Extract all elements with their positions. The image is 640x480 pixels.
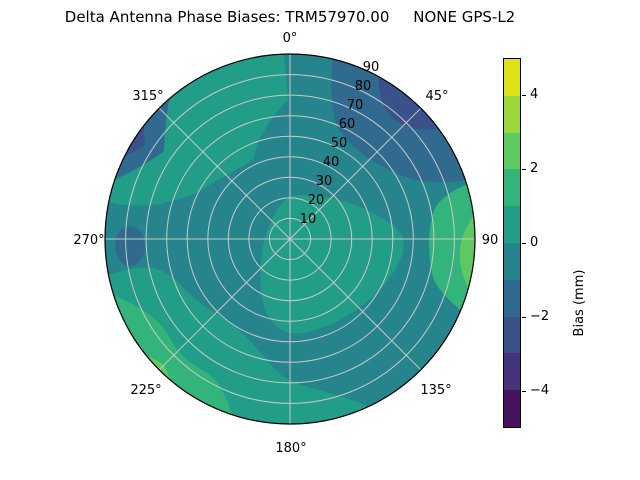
theta-label-0: 0° — [283, 31, 298, 46]
colorbar-band — [504, 169, 520, 207]
radial-label-80: 80 — [355, 79, 372, 94]
colorbar-tickmark-n2 — [522, 317, 526, 318]
colorbar-band — [504, 95, 520, 133]
colorbar-ticklabel-0: 0 — [530, 235, 539, 250]
colorbar-band — [504, 279, 520, 317]
colorbar-band — [504, 132, 520, 170]
radial-label-30: 30 — [316, 174, 333, 189]
colorbar-band — [504, 390, 520, 427]
radial-label-90: 90 — [363, 60, 380, 75]
colorbar-band — [504, 206, 520, 243]
theta-label-180: 180° — [275, 441, 306, 456]
theta-label-270: 270° — [73, 233, 104, 248]
radial-label-40: 40 — [323, 155, 340, 170]
radial-label-70: 70 — [347, 98, 364, 113]
colorbar-tickmark-2 — [522, 169, 526, 170]
chart-title: Delta Antenna Phase Biases: TRM57970.00 … — [64, 8, 516, 26]
radial-label-20: 20 — [308, 193, 325, 208]
theta-label-90: 90 — [482, 233, 499, 248]
polar-grid — [105, 54, 475, 424]
theta-labels: 0° 45° 90 135° 180° 225° 270° 315° — [73, 31, 498, 456]
colorbar-ticklabel-n4: −4 — [530, 383, 550, 398]
theta-label-225: 225° — [130, 383, 161, 398]
colorbar-band — [504, 353, 520, 391]
radial-labels: 10 20 30 40 50 60 70 80 90 — [300, 60, 380, 227]
colorbar-axis-label: Bias (mm) — [572, 269, 587, 337]
colorbar-band — [504, 59, 520, 96]
polar-axis-outline — [104, 53, 476, 425]
theta-label-45: 45° — [425, 89, 448, 104]
theta-label-135: 135° — [420, 383, 451, 398]
colorbar — [503, 58, 521, 428]
colorbar-ticklabel-n2: −2 — [530, 309, 550, 324]
colorbar-ticklabel-2: 2 — [530, 161, 539, 176]
contour-region-west-low-blob — [115, 226, 145, 266]
contour-region-east-bright — [459, 205, 475, 300]
radial-label-50: 50 — [331, 136, 348, 151]
colorbar-tickmark-0 — [522, 243, 526, 244]
theta-label-315: 315° — [132, 89, 163, 104]
colorbar-ticklabel-4: 4 — [530, 87, 539, 102]
radial-label-60: 60 — [339, 117, 356, 132]
contour-region-center-blob — [260, 195, 404, 334]
colorbar-band — [504, 242, 520, 280]
colorbar-tickmark-n4 — [522, 391, 526, 392]
colorbar-band — [504, 316, 520, 354]
contour-region-northwest — [105, 54, 288, 206]
colorbar-tickmark-4 — [522, 95, 526, 96]
radial-label-10: 10 — [300, 212, 317, 227]
